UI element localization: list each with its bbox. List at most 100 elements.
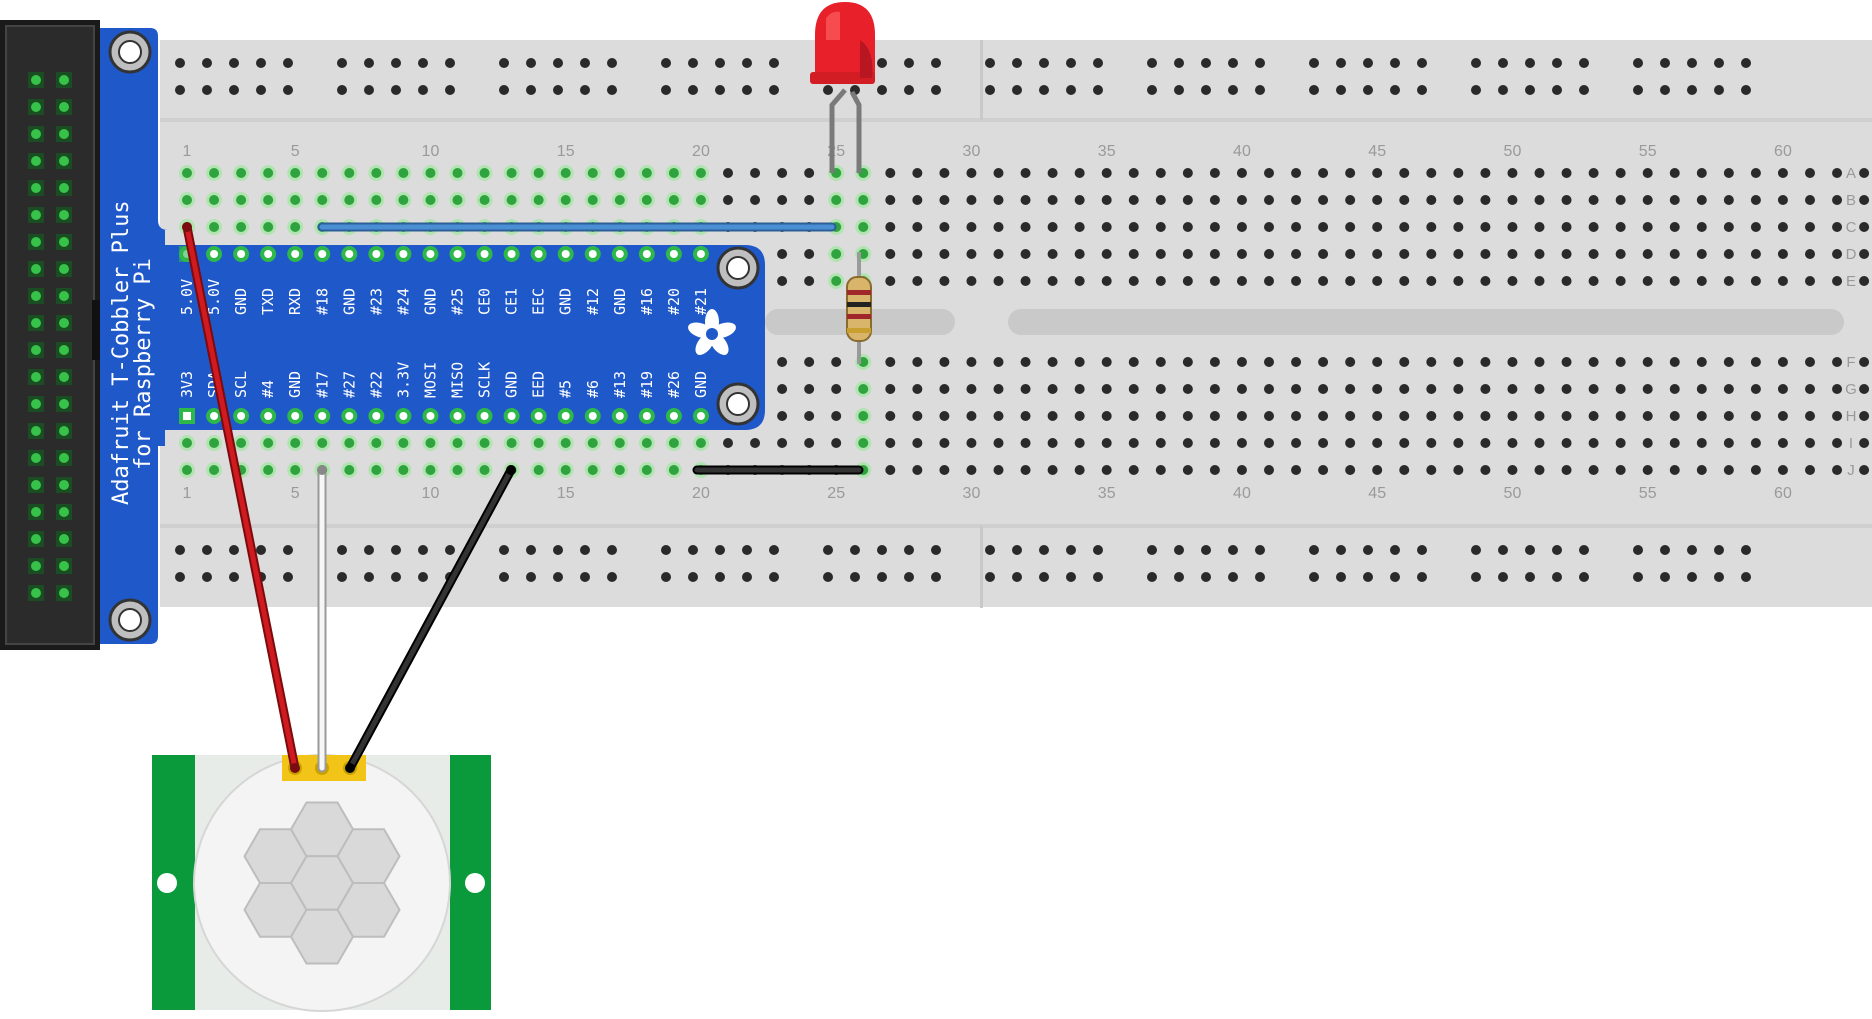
breadboard-hole	[1561, 357, 1572, 367]
breadboard-hole	[371, 168, 382, 178]
breadboard-hole	[1805, 384, 1815, 394]
rail-hole	[229, 545, 239, 555]
breadboard-hole	[1399, 276, 1410, 286]
breadboard-hole	[668, 438, 679, 448]
breadboard-hole	[560, 438, 571, 448]
rail-hole	[1660, 545, 1670, 555]
breadboard-hole	[1696, 249, 1707, 259]
rail-hole	[1255, 545, 1265, 555]
breadboard-hole	[1669, 384, 1680, 394]
breadboard-hole	[1318, 276, 1329, 286]
breadboard-hole	[1723, 249, 1734, 259]
row-label: A	[1846, 165, 1856, 182]
column-label: 20	[692, 485, 710, 502]
breadboard-hole	[966, 411, 977, 421]
rail-hole	[1498, 572, 1508, 582]
breadboard-hole	[1345, 411, 1356, 421]
rail-hole	[1336, 545, 1346, 555]
breadboard-hole	[1859, 168, 1870, 178]
breadboard-hole	[263, 195, 274, 205]
breadboard-hole	[912, 384, 923, 394]
breadboard-hole	[1236, 195, 1247, 205]
breadboard-hole	[1750, 168, 1761, 178]
rail-hole	[823, 545, 833, 555]
row-label: J	[1847, 462, 1855, 479]
breadboard-hole	[1859, 276, 1870, 286]
breadboard-hole	[1480, 357, 1491, 367]
breadboard-hole	[1859, 222, 1870, 232]
column-label: 45	[1368, 485, 1386, 502]
breadboard-hole	[1182, 222, 1193, 232]
breadboard-hole	[1128, 195, 1139, 205]
breadboard-hole	[939, 465, 950, 475]
cobbler-pin-label: MOSI	[421, 362, 439, 398]
breadboard-hole	[1561, 168, 1572, 178]
breadboard-hole	[1101, 384, 1112, 394]
cobbler-pin-label: GND	[421, 288, 439, 315]
column-label: 15	[557, 143, 575, 160]
breadboard-hole	[668, 465, 679, 475]
pir-mount-hole-left	[157, 873, 177, 893]
rail-hole	[1390, 58, 1400, 68]
breadboard-hole	[1588, 168, 1599, 178]
rail-hole	[1174, 58, 1184, 68]
breadboard-hole	[1318, 438, 1329, 448]
rail-hole	[1066, 58, 1076, 68]
breadboard-hole	[885, 222, 896, 232]
rail-hole	[1552, 545, 1562, 555]
breadboard-hole	[1642, 222, 1653, 232]
breadboard-hole	[560, 465, 571, 475]
rail-hole	[580, 85, 590, 95]
breadboard-hole	[1426, 411, 1437, 421]
cobbler-pin-label: 5.0V	[205, 279, 223, 315]
rail-hole	[580, 58, 590, 68]
breadboard-hole	[1480, 168, 1491, 178]
rail-hole	[1579, 85, 1589, 95]
breadboard-hole	[1155, 168, 1166, 178]
rail-hole	[1687, 572, 1697, 582]
cobbler-pin-label: GND	[557, 288, 575, 315]
breadboard-hole	[1236, 168, 1247, 178]
breadboard-hole	[1832, 411, 1843, 421]
breadboard-hole	[1264, 438, 1274, 448]
breadboard-hole	[1074, 195, 1085, 205]
rail-hole	[1255, 85, 1265, 95]
column-label: 25	[827, 485, 845, 502]
breadboard-hole	[939, 222, 950, 232]
rail-hole	[661, 545, 671, 555]
breadboard-hole	[614, 438, 625, 448]
breadboard-hole	[1588, 195, 1599, 205]
rail-hole	[1066, 545, 1076, 555]
rail-hole	[1363, 58, 1373, 68]
breadboard-hole	[966, 276, 977, 286]
rail-hole	[337, 572, 347, 582]
breadboard-hole	[1723, 384, 1734, 394]
breadboard-hole	[1453, 195, 1464, 205]
breadboard-hole	[1236, 357, 1247, 367]
rail-hole	[1741, 85, 1751, 95]
breadboard-hole	[1074, 249, 1085, 259]
breadboard-hole	[1588, 411, 1599, 421]
breadboard-hole	[1696, 384, 1707, 394]
rail-hole	[1714, 85, 1724, 95]
t-cobbler-board: Adafruit T-Cobbler Plus for Raspberry Pi…	[100, 28, 765, 644]
breadboard-hole	[777, 276, 788, 286]
breadboard-hole	[1588, 249, 1599, 259]
rail-hole	[607, 545, 617, 555]
breadboard-hole	[750, 438, 761, 448]
breadboard-hole	[804, 276, 815, 286]
breadboard-hole	[993, 438, 1004, 448]
breadboard-hole	[1805, 357, 1815, 367]
rail-hole	[526, 572, 536, 582]
rail-hole	[877, 545, 887, 555]
breadboard-hole	[344, 195, 355, 205]
cobbler-pin-label: EEC	[530, 288, 548, 315]
rail-hole	[769, 85, 779, 95]
breadboard-hole	[587, 168, 598, 178]
rail-hole	[1714, 572, 1724, 582]
breadboard-hole	[885, 195, 896, 205]
rail-hole	[445, 58, 455, 68]
breadboard-hole	[1453, 384, 1464, 394]
breadboard-hole	[966, 222, 977, 232]
breadboard-hole	[1696, 357, 1707, 367]
